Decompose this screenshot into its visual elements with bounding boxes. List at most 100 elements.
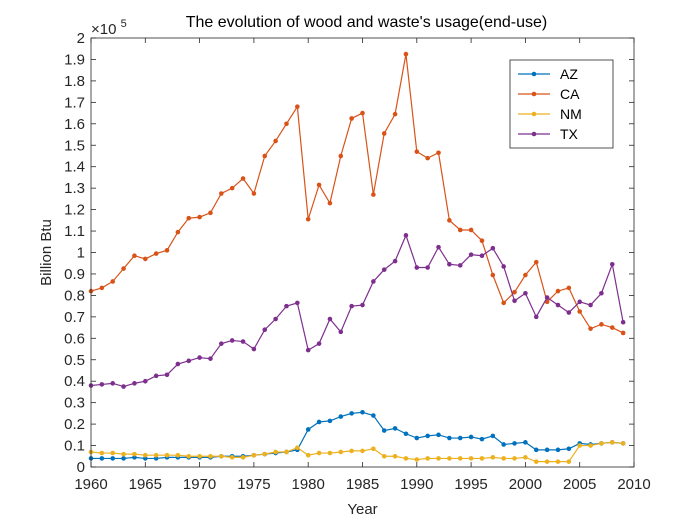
y-tick-label: 0.2 — [64, 416, 85, 433]
data-point-nm — [110, 450, 116, 456]
data-point-nm — [523, 455, 528, 460]
data-point-nm — [620, 441, 626, 446]
data-point-tx — [175, 361, 181, 367]
legend-marker-tx — [531, 131, 537, 137]
x-tick-label: 1965 — [129, 476, 162, 493]
y-tick-label: 0.4 — [64, 373, 85, 390]
data-point-tx — [208, 356, 213, 361]
data-point-ca — [360, 110, 365, 116]
data-point-ca — [197, 214, 202, 220]
data-point-nm — [544, 459, 550, 464]
legend-box — [509, 59, 614, 149]
data-point-ca — [143, 256, 148, 262]
data-point-nm — [403, 456, 409, 461]
data-point-nm — [121, 451, 126, 457]
data-point-ca — [175, 229, 181, 235]
y-tick-label: 0.3 — [64, 395, 85, 412]
y-tick-label: 1.1 — [64, 223, 85, 240]
data-point-tx — [153, 373, 159, 379]
y-tick-label: 1.5 — [64, 137, 85, 154]
data-point-az — [457, 435, 463, 441]
legend-label-ca: CA — [560, 86, 580, 102]
data-point-ca — [349, 116, 354, 121]
data-point-ca — [620, 330, 626, 336]
data-point-nm — [262, 451, 268, 457]
data-point-az — [110, 456, 116, 461]
data-point-nm — [208, 453, 213, 459]
data-point-tx — [219, 341, 224, 346]
data-point-ca — [132, 253, 137, 259]
legend-marker-nm — [531, 111, 537, 117]
data-point-tx — [523, 290, 528, 296]
y-tick-label: 0 — [77, 459, 85, 476]
series-tx — [88, 233, 626, 389]
data-point-nm — [143, 452, 148, 458]
data-point-ca — [447, 218, 452, 223]
data-point-tx — [186, 358, 192, 364]
x-tick-label: 2000 — [509, 476, 542, 493]
data-point-tx — [392, 258, 398, 264]
data-point-ca — [251, 191, 257, 196]
data-point-ca — [305, 216, 311, 222]
data-point-tx — [284, 303, 289, 309]
data-point-nm — [468, 456, 474, 461]
data-point-az — [555, 447, 561, 453]
y-tick-label: 0.9 — [64, 266, 85, 283]
data-point-ca — [110, 279, 116, 284]
y-tick-label: 2 — [77, 30, 85, 47]
data-point-tx — [240, 339, 246, 344]
data-point-nm — [349, 448, 354, 454]
data-point-az — [544, 447, 550, 453]
data-point-tx — [229, 338, 235, 343]
data-point-az — [121, 456, 126, 461]
legend-label-tx: TX — [560, 126, 579, 142]
data-point-nm — [316, 450, 322, 456]
data-point-tx — [381, 267, 387, 272]
data-point-ca — [121, 266, 126, 271]
data-point-az — [132, 455, 137, 460]
legend-item-az: AZ — [518, 66, 578, 82]
data-point-ca — [153, 251, 159, 256]
data-point-az — [447, 435, 452, 441]
data-point-tx — [544, 295, 550, 300]
data-point-az — [316, 419, 322, 425]
data-point-ca — [403, 51, 409, 57]
data-point-nm — [295, 445, 300, 450]
data-point-tx — [588, 302, 593, 308]
data-point-tx — [338, 329, 344, 335]
data-point-tx — [99, 382, 105, 387]
data-point-ca — [468, 227, 474, 233]
data-point-tx — [414, 265, 420, 270]
data-point-ca — [523, 272, 528, 278]
data-point-nm — [381, 453, 387, 459]
data-point-tx — [132, 381, 137, 386]
data-point-az — [392, 426, 398, 431]
x-tick-label: 1960 — [74, 476, 107, 493]
y-axis-ticks: 0 0.1 0.2 0.3 0.4 0.5 0.6 0.7 0.8 0.9 1 1.1 1.2 1.3 1.… — [64, 30, 634, 476]
data-point-ca — [392, 111, 398, 117]
data-point-ca — [490, 272, 496, 278]
data-point-az — [533, 447, 539, 453]
data-point-nm — [175, 452, 181, 458]
y-tick-label: 1.9 — [64, 51, 85, 68]
data-point-tx — [436, 244, 441, 250]
data-point-nm — [533, 459, 539, 464]
data-point-nm — [371, 446, 376, 452]
data-point-nm — [219, 453, 224, 459]
data-point-ca — [566, 285, 572, 291]
data-point-tx — [447, 261, 452, 267]
data-point-nm — [577, 443, 582, 448]
data-point-ca — [338, 153, 344, 159]
legend-item-ca: CA — [518, 86, 580, 102]
legend-item-tx: TX — [518, 126, 579, 142]
data-point-tx — [251, 346, 257, 352]
series-ca — [88, 51, 626, 336]
data-point-az — [381, 428, 387, 433]
data-point-tx — [512, 298, 517, 304]
data-point-nm — [490, 455, 496, 460]
data-point-ca — [273, 138, 278, 144]
data-point-nm — [457, 456, 463, 461]
data-point-tx — [316, 341, 322, 346]
data-point-tx — [457, 263, 463, 268]
